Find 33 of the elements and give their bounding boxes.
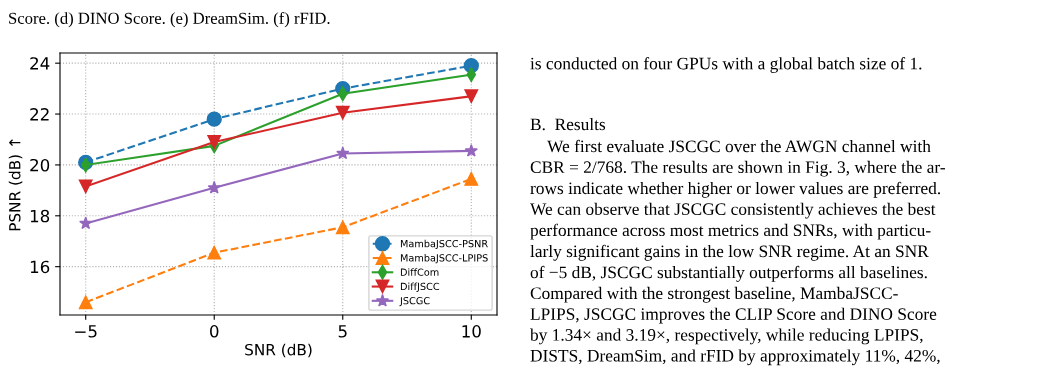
legend-label: DiffCom — [400, 268, 439, 276]
legend-label: JSCGC — [399, 297, 430, 307]
x-tick-label: 5 — [338, 325, 347, 338]
text: is conducted on four GPUs with a global batch size of 1. — [530, 57, 922, 73]
point — [207, 245, 222, 260]
y-tick-label: 18 — [30, 209, 50, 223]
y-tick-label: 22 — [30, 108, 49, 121]
legend-label: MambaJSCC-PSNR — [400, 239, 488, 250]
x-tick-label: 10 — [462, 325, 481, 338]
point — [336, 146, 350, 160]
point — [464, 143, 478, 157]
y-axis-title: PSNR (dB) ↑ — [8, 139, 23, 231]
y-tick-label: 20 — [30, 158, 50, 172]
point — [207, 135, 222, 149]
point — [206, 111, 222, 127]
x-tick-label: 0 — [210, 325, 219, 338]
text: B. Results — [530, 118, 606, 131]
y-tick-label: 16 — [30, 260, 50, 274]
point — [464, 171, 479, 186]
point — [335, 105, 350, 120]
x-tick-label: −5 — [75, 325, 97, 338]
point — [335, 220, 350, 235]
point — [207, 180, 221, 194]
point — [79, 216, 93, 230]
text: Score. (d) DINO Score. (e) DreamSim. (f) rFID. — [9, 12, 330, 28]
text: We first evaluate JSCGC over the AWGN channel with CBR = 2/768. The results are shown in Fig. 3, where the ar- rows indicate whether higher or lower values are preferred. We can observe that JSCGC consistently achieves the best performance across most metrics and SNRs, with particu- larly significant gains in the low SNR regime. At an SNR of −5 dB, JSCGC substantially outperforms all baselines. Compared with the strongest baseline, MambaJSCC- LPIPS, JSCGC improves the CLIP Score and DINO Score by 1.34× and 3.19×, respectively, while reducing LPIPS, DISTS, DreamSim, and rFID by approximately 11%, 42%, — [530, 139, 945, 366]
legend-label: DiffJSCC — [400, 282, 440, 292]
point — [78, 179, 93, 194]
point — [78, 295, 93, 310]
point — [464, 89, 479, 104]
legend-label: MambaJSCC-LPIPS — [400, 254, 488, 264]
x-axis-title: SNR (dB) — [245, 343, 312, 358]
y-tick-label: 24 — [30, 57, 50, 70]
